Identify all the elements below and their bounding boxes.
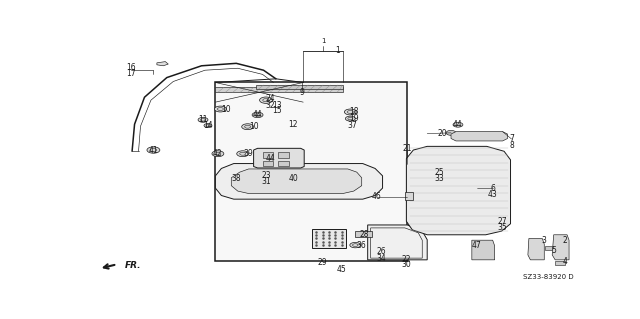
Circle shape [230,175,242,181]
Polygon shape [216,164,383,199]
Text: 4: 4 [563,257,568,266]
Polygon shape [256,85,343,89]
Circle shape [204,123,212,128]
Text: 8: 8 [509,141,514,150]
Polygon shape [216,83,408,261]
Circle shape [198,117,208,122]
Polygon shape [405,192,413,200]
Circle shape [262,155,273,161]
Text: 7: 7 [509,135,514,144]
Circle shape [453,122,463,127]
Polygon shape [406,146,511,235]
Circle shape [346,116,355,121]
Text: 36: 36 [356,241,366,250]
Text: 42: 42 [213,149,223,158]
Text: 1: 1 [321,38,325,44]
Text: 28: 28 [360,230,369,239]
Text: 19: 19 [349,114,358,123]
Circle shape [242,124,253,130]
Circle shape [469,193,477,197]
Polygon shape [555,261,565,265]
Text: 16: 16 [126,63,136,72]
Text: 14: 14 [203,121,212,130]
Text: 18: 18 [349,108,358,116]
Text: 22: 22 [401,255,411,264]
Text: 10: 10 [221,105,231,114]
Text: 26: 26 [377,248,387,256]
Text: 23: 23 [261,171,271,180]
Text: 38: 38 [232,174,241,183]
Polygon shape [278,161,289,167]
Text: 6: 6 [490,184,495,193]
Polygon shape [528,239,544,260]
Polygon shape [355,231,372,237]
Polygon shape [472,240,495,260]
Text: 44: 44 [453,120,463,129]
Text: 34: 34 [377,254,387,263]
Circle shape [212,151,224,157]
Text: 30: 30 [401,260,411,269]
Text: 17: 17 [126,70,136,78]
Text: 47: 47 [472,241,482,249]
Text: 13: 13 [272,100,282,110]
Polygon shape [312,229,346,248]
Text: 35: 35 [498,223,508,233]
Polygon shape [545,246,552,249]
Text: 32: 32 [265,100,275,110]
Text: 12: 12 [289,120,298,129]
Polygon shape [262,161,273,167]
Text: 29: 29 [317,258,327,267]
Text: 3: 3 [541,236,546,245]
Circle shape [344,109,356,115]
Text: 27: 27 [498,217,508,226]
Text: 37: 37 [347,121,356,130]
Text: 20: 20 [437,129,447,138]
Text: SZ33-83920 D: SZ33-83920 D [523,274,573,280]
Polygon shape [367,225,428,260]
Polygon shape [278,152,289,158]
Text: 2: 2 [563,236,568,245]
Text: 9: 9 [300,88,304,97]
Circle shape [237,151,249,157]
Text: 21: 21 [403,144,412,153]
Text: 33: 33 [435,174,444,183]
Polygon shape [253,148,304,168]
Text: 39: 39 [244,149,253,158]
Text: 24: 24 [265,94,275,103]
Text: 45: 45 [337,265,347,274]
Text: 31: 31 [261,177,271,186]
Circle shape [252,112,263,118]
Text: 40: 40 [289,174,298,183]
Text: 43: 43 [488,190,497,199]
Circle shape [350,242,361,248]
Circle shape [446,130,456,135]
Text: 1: 1 [335,46,340,55]
Circle shape [147,147,160,153]
Polygon shape [451,132,508,141]
Circle shape [468,184,486,193]
Polygon shape [231,169,362,194]
Polygon shape [552,235,569,260]
Text: 41: 41 [148,145,158,154]
Circle shape [260,97,273,103]
Polygon shape [262,152,273,158]
Circle shape [214,106,227,112]
Text: 15: 15 [272,106,282,115]
Text: FR.: FR. [125,261,141,270]
Polygon shape [157,62,168,66]
Text: 25: 25 [435,168,444,177]
Text: 44: 44 [253,110,262,119]
Text: 11: 11 [198,115,208,124]
Text: 10: 10 [249,122,259,131]
Text: 5: 5 [551,246,556,255]
Text: 46: 46 [372,192,381,201]
Text: 44: 44 [266,154,276,163]
Polygon shape [216,87,343,92]
